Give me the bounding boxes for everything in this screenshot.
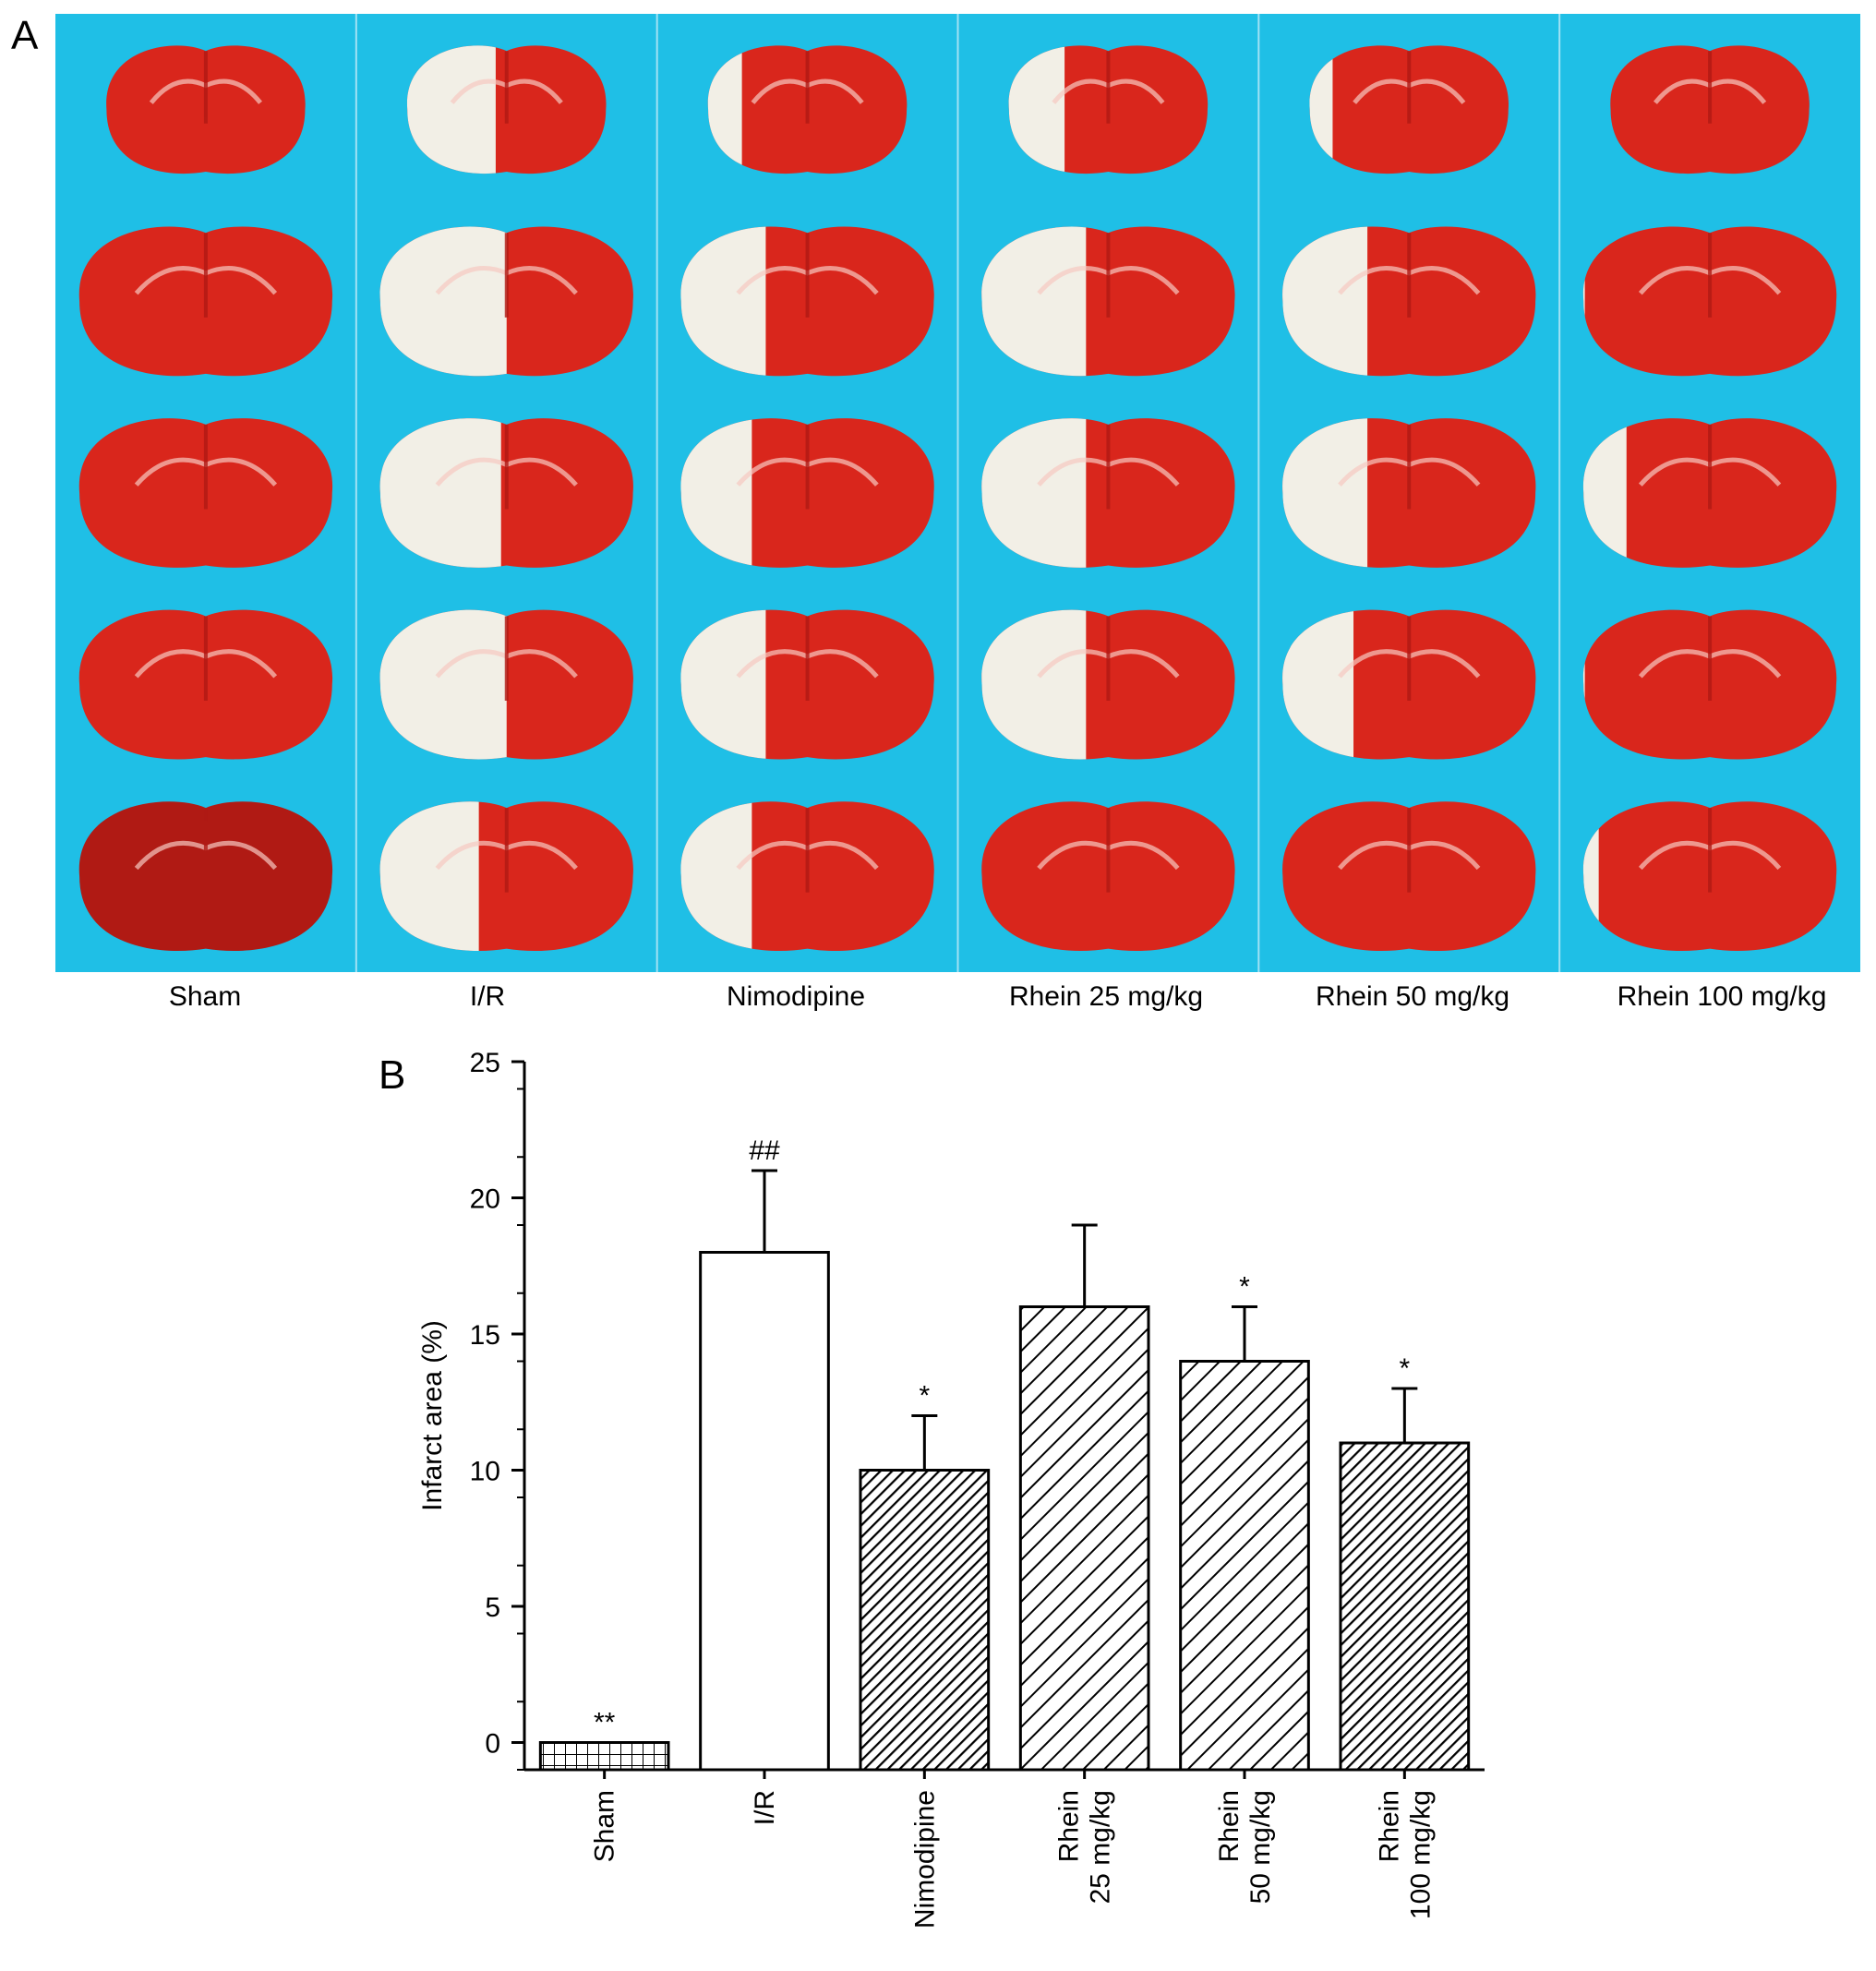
brain-slice	[1582, 418, 1837, 568]
brain-slice	[1282, 801, 1536, 952]
brain-slice	[1282, 226, 1536, 377]
brain-slice	[1008, 45, 1209, 174]
y-tick-label: 25	[470, 1048, 500, 1078]
x-tick-label: Rhein25 mg/kg	[1054, 1790, 1116, 1904]
x-tick-label: Rhein50 mg/kg	[1214, 1790, 1276, 1904]
x-tick-label: Rhein100 mg/kg	[1374, 1790, 1436, 1919]
panel-b-letter: B	[379, 1052, 406, 1098]
brain-slice	[1582, 609, 1837, 760]
photo-label-rhein-100: Rhein 100 mg/kg	[1617, 981, 1827, 1012]
significance-marker: **	[594, 1708, 616, 1738]
brain-slice	[406, 45, 607, 174]
brain-slice	[1610, 45, 1810, 174]
brain-slice	[78, 418, 333, 568]
y-tick-label: 20	[470, 1184, 500, 1215]
y-tick-label: 0	[485, 1729, 500, 1760]
bar	[538, 1741, 670, 1772]
brain-slice	[379, 609, 633, 760]
brain-slice	[106, 45, 306, 174]
significance-marker: *	[1239, 1272, 1250, 1303]
photo-label-rhein-25: Rhein 25 mg/kg	[1008, 981, 1204, 1012]
bar	[699, 1251, 830, 1772]
significance-marker: ##	[749, 1136, 780, 1166]
x-tick-label: I/R	[750, 1790, 780, 1825]
panel-a-letter: A	[11, 13, 39, 58]
photo-label-nimodipine: Nimodipine	[726, 981, 866, 1012]
y-axis-label: Infarct area (%)	[417, 1320, 448, 1511]
photo-label-sham: Sham	[168, 981, 242, 1012]
bar	[1339, 1441, 1471, 1772]
brain-slice	[981, 801, 1235, 952]
photo-label-rhein-50: Rhein 50 mg/kg	[1315, 981, 1510, 1012]
x-tick-label: Sham	[590, 1790, 620, 1862]
brain-slice	[78, 801, 333, 952]
brain-slice	[981, 226, 1235, 377]
brain-slice	[379, 418, 633, 568]
significance-marker: *	[919, 1381, 930, 1412]
bar	[859, 1469, 991, 1772]
brain-slices-photo	[55, 14, 1860, 972]
brain-slice	[78, 226, 333, 377]
x-tick-label: Nimodipine	[909, 1790, 940, 1929]
brain-slice	[78, 609, 333, 760]
significance-marker: *	[1399, 1353, 1410, 1384]
photo-label-ir: I/R	[469, 981, 506, 1012]
y-tick-label: 15	[470, 1320, 500, 1351]
bar	[1179, 1360, 1310, 1772]
brain-slice	[1582, 226, 1837, 377]
y-tick-label: 5	[485, 1592, 500, 1623]
y-tick-label: 10	[470, 1457, 500, 1487]
brain-slice	[379, 226, 633, 377]
bar	[1018, 1305, 1150, 1772]
